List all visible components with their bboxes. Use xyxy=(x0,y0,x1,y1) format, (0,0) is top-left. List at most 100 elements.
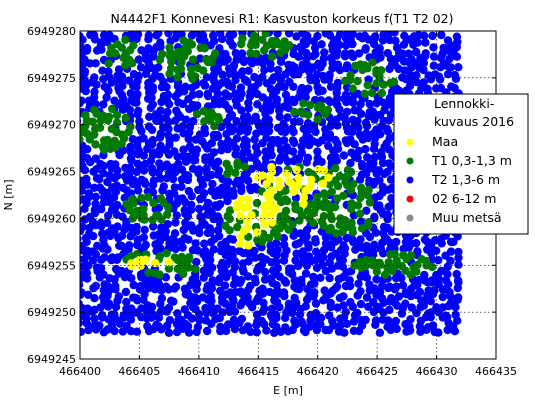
point-blue xyxy=(342,31,351,39)
point-blue xyxy=(288,95,297,105)
x-tick-label: 466420 xyxy=(297,365,339,378)
point-blue xyxy=(199,273,208,282)
point-blue xyxy=(80,222,87,232)
point-blue xyxy=(280,276,289,285)
point-blue xyxy=(274,165,283,175)
point-blue xyxy=(443,36,453,45)
point-green xyxy=(165,43,174,52)
point-blue xyxy=(339,241,348,250)
point-blue xyxy=(204,198,213,208)
point-blue xyxy=(406,315,415,324)
point-green xyxy=(104,112,114,122)
point-green xyxy=(117,43,127,52)
point-blue xyxy=(194,204,204,214)
legend-marker xyxy=(406,157,414,165)
point-blue xyxy=(319,71,328,81)
point-blue xyxy=(198,293,208,302)
point-green xyxy=(225,206,235,215)
point-blue xyxy=(385,305,394,315)
point-yellow xyxy=(318,179,328,188)
point-green xyxy=(364,218,373,227)
point-blue xyxy=(342,107,352,117)
point-green xyxy=(346,71,355,80)
point-blue xyxy=(164,124,173,134)
point-green xyxy=(368,256,377,265)
point-blue xyxy=(228,123,238,132)
point-green xyxy=(330,202,340,212)
y-tick-label: 6949250 xyxy=(27,306,76,319)
point-blue xyxy=(174,159,183,168)
point-blue xyxy=(80,299,83,308)
point-blue xyxy=(272,322,281,331)
point-blue xyxy=(346,298,355,307)
point-blue xyxy=(221,89,230,98)
point-green xyxy=(187,64,196,74)
point-green xyxy=(104,59,113,68)
point-blue xyxy=(392,43,402,52)
point-blue xyxy=(302,55,311,64)
point-blue xyxy=(308,137,318,146)
point-green xyxy=(154,211,163,221)
point-blue xyxy=(280,240,289,250)
point-blue xyxy=(199,189,209,198)
point-green xyxy=(173,264,182,274)
point-blue xyxy=(156,106,165,115)
point-blue xyxy=(218,258,227,268)
point-green xyxy=(347,218,356,227)
point-blue xyxy=(375,328,385,337)
point-green xyxy=(360,61,369,70)
point-blue xyxy=(310,279,319,288)
point-blue xyxy=(281,323,290,332)
x-tick-label: 466415 xyxy=(237,365,279,378)
point-yellow xyxy=(274,176,284,185)
point-blue xyxy=(361,118,371,128)
point-blue xyxy=(80,288,86,297)
point-blue xyxy=(224,177,233,186)
point-blue xyxy=(99,270,108,279)
point-yellow xyxy=(236,232,245,242)
point-blue xyxy=(104,299,114,308)
point-green xyxy=(264,233,274,243)
point-green xyxy=(244,232,253,241)
point-blue xyxy=(333,60,343,69)
point-green xyxy=(126,122,135,131)
point-green xyxy=(280,37,289,46)
point-blue xyxy=(454,293,463,302)
point-blue xyxy=(117,241,126,251)
point-blue xyxy=(279,119,288,128)
point-blue xyxy=(253,100,262,109)
point-green xyxy=(176,64,186,74)
point-green xyxy=(348,84,357,93)
point-blue xyxy=(353,89,362,99)
point-blue xyxy=(356,287,365,296)
point-blue xyxy=(303,153,313,162)
point-blue xyxy=(398,281,408,290)
point-green xyxy=(355,209,365,218)
point-blue xyxy=(202,73,211,82)
point-blue xyxy=(383,316,393,325)
point-blue xyxy=(297,148,306,158)
point-blue xyxy=(125,163,135,173)
point-blue xyxy=(208,179,217,189)
point-blue xyxy=(122,101,131,110)
point-blue xyxy=(316,320,325,329)
point-blue xyxy=(356,99,365,109)
point-blue xyxy=(368,107,377,116)
point-blue xyxy=(104,282,113,291)
point-blue xyxy=(215,200,225,209)
point-blue xyxy=(257,316,266,326)
point-blue xyxy=(215,274,225,283)
point-green xyxy=(323,105,333,115)
point-green xyxy=(139,204,148,214)
point-green xyxy=(107,43,116,53)
point-blue xyxy=(114,292,124,301)
point-blue xyxy=(365,280,374,289)
point-blue xyxy=(284,299,294,308)
point-green xyxy=(188,55,198,64)
point-blue xyxy=(311,299,321,308)
point-blue xyxy=(429,61,438,70)
point-blue xyxy=(195,315,204,325)
point-green xyxy=(252,49,261,59)
point-blue xyxy=(273,264,282,273)
point-blue xyxy=(335,31,345,39)
